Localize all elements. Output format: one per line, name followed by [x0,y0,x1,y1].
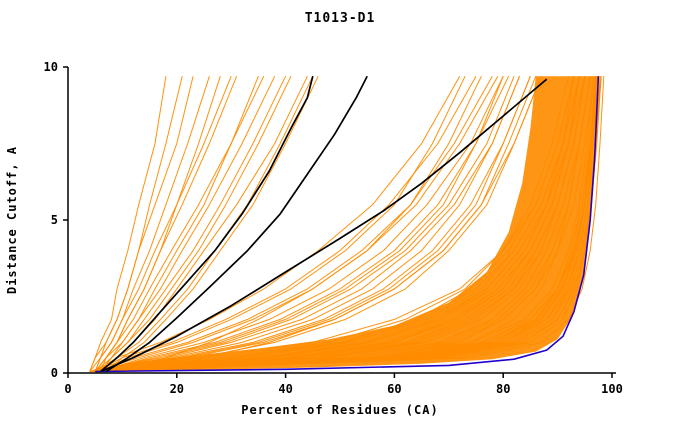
x-tick-label: 60 [387,382,401,396]
model-curve [94,75,276,372]
model-curve [100,76,586,372]
x-tick-label: 40 [278,382,292,396]
x-tick-label: 0 [64,382,71,396]
model-curve [100,76,591,372]
model-curve [100,75,314,372]
model-curve [105,75,319,372]
model-curve [100,76,221,372]
x-axis-label: Percent of Residues (CA) [241,403,438,417]
model-curve [89,76,520,372]
model-curve [94,75,265,372]
x-tick-label: 100 [601,382,623,396]
model-curve [89,76,167,372]
model-curve [89,75,493,372]
model-curve [89,76,515,372]
model-curve [95,76,599,372]
highlighted-curve [100,78,548,373]
model-curve [95,76,602,372]
chart-title: T1013-D1 [305,11,376,26]
model-curve [94,75,461,372]
model-curve [89,76,594,372]
model-curve [94,75,292,372]
y-tick-label: 5 [51,213,58,227]
x-tick-label: 20 [170,382,184,396]
highlighted-curves-layer [100,75,548,373]
model-curve [95,76,598,372]
highlighted-curve [100,75,314,373]
best-model-curve [95,76,600,373]
model-curve [89,76,194,372]
model-curve [100,76,259,372]
model-curve [94,76,183,372]
model-curve [95,76,591,372]
model-curve [95,76,504,372]
model-curve [94,75,477,372]
model-curve [89,76,232,372]
model-curve [89,76,580,372]
model-curve [89,76,580,372]
model-curve [100,75,510,372]
model-curve [100,75,504,372]
model-curve [100,76,520,372]
model-curve [100,76,531,372]
ensemble-curves-layer [89,75,605,372]
y-axis-label: Distance Cutoff, A [5,146,19,294]
model-curve [95,76,605,372]
y-tick-label: 10 [44,60,58,74]
model-curve [89,76,575,372]
best-model-curve-layer [95,76,600,373]
model-curve [100,76,597,372]
y-tick-label: 0 [51,366,58,380]
model-curve [95,76,575,372]
model-curve [149,76,542,372]
axes-layer: 0 20 40 60 80 100 0 5 10 [44,60,623,396]
model-curve [95,76,569,372]
model-curve [95,76,597,372]
model-curve [95,76,580,372]
x-tick-label: 80 [496,382,510,396]
model-curve [95,76,531,372]
highlighted-curve [105,75,368,373]
model-curve [94,76,210,372]
